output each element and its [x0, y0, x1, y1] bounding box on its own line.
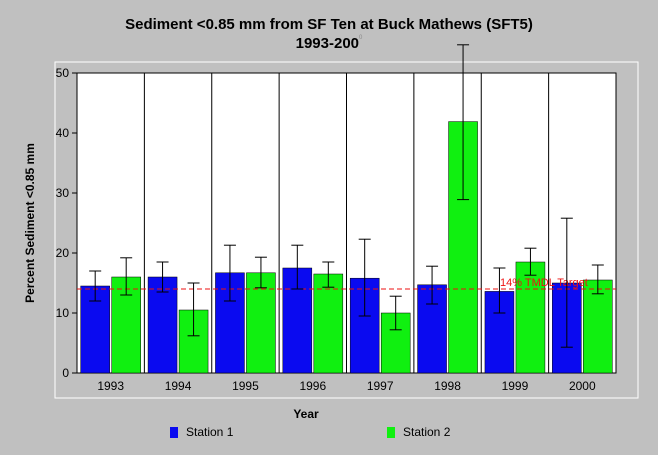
bar-station-2 — [515, 261, 546, 374]
bar-station-2 — [583, 279, 613, 374]
x-tick-label: 1998 — [434, 379, 461, 393]
tmdl-target-label: 14% TMDL Target — [500, 277, 588, 289]
y-tick-label: 30 — [56, 186, 70, 200]
x-tick-label: 1999 — [502, 379, 529, 393]
y-tick-label: 50 — [56, 66, 70, 80]
y-tick-label: 0 — [62, 366, 69, 380]
chart-subtitle-text: 1993-200 — [295, 35, 360, 52]
legend-swatch-station-1 — [170, 426, 178, 438]
legend-label-station-1: Station 1 — [186, 425, 234, 439]
y-tick-label: 20 — [56, 246, 70, 260]
x-tick-label: 1993 — [97, 379, 124, 393]
y-axis-label: Percent Sediment <0.85 mm — [23, 143, 37, 303]
legend-swatch-station-2 — [387, 426, 395, 438]
x-tick-label: 1996 — [299, 379, 326, 393]
chart-subtitle: 1993-2000 — [0, 35, 658, 52]
chart-frame — [54, 61, 639, 399]
x-axis-label: Year — [293, 407, 319, 421]
legend-label-station-2: Station 2 — [403, 425, 451, 439]
legend-item-station-1: Station 1 — [170, 425, 233, 439]
bar-station-1 — [147, 276, 178, 374]
x-tick-label: 1994 — [165, 379, 192, 393]
bar-station-2 — [313, 273, 344, 374]
x-tick-label: 2000 — [569, 379, 596, 393]
legend-item-station-2: Station 2 — [387, 425, 450, 439]
x-tick-label: 1997 — [367, 379, 394, 393]
chart-subtitle-superscript: 0 — [359, 35, 363, 41]
x-tick-label: 1995 — [232, 379, 259, 393]
chart-title: Sediment <0.85 mm from SF Ten at Buck Ma… — [125, 16, 533, 33]
y-tick-label: 10 — [56, 306, 70, 320]
y-tick-label: 40 — [56, 126, 70, 140]
